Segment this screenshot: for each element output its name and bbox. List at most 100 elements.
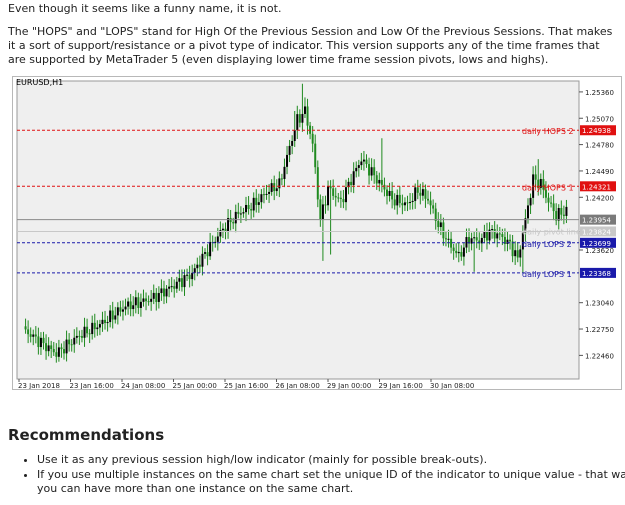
candle-body [63, 349, 66, 354]
candle [509, 234, 512, 250]
candle [332, 179, 335, 200]
y-tick-label: 1.25360 [585, 89, 614, 97]
candle [162, 280, 165, 305]
x-tick-label: 26 Jan 08:00 [276, 382, 320, 389]
candle [63, 341, 66, 360]
chart-canvas[interactable]: 1.25360 1.25070 1.24780 1.24490 1.24200 1.236… [13, 77, 621, 389]
candle-body [416, 187, 419, 193]
candle-body [114, 315, 117, 320]
candle-body [419, 192, 422, 196]
candle-body [511, 241, 514, 257]
candle-body [273, 183, 276, 192]
candle [437, 212, 440, 234]
candle [257, 193, 260, 213]
candle-body [409, 202, 412, 204]
candle-body [252, 197, 255, 211]
candle [129, 293, 132, 317]
candle-body [186, 274, 189, 276]
candle-body [470, 238, 473, 244]
candle-body [414, 187, 417, 201]
candle-body [332, 188, 335, 196]
candle [534, 165, 537, 188]
candle [134, 290, 137, 314]
candle-body [286, 154, 289, 167]
candle [560, 200, 563, 221]
candle-body [498, 233, 501, 235]
candle-body [547, 197, 550, 203]
candle-body [106, 322, 109, 324]
candle [344, 179, 347, 211]
candle-body [232, 222, 235, 224]
candle-body [155, 292, 158, 302]
candle-body [178, 278, 181, 282]
candle-body [529, 197, 532, 206]
price-badge: 1.23954 [580, 214, 616, 225]
candle-body [150, 298, 153, 302]
candle-body [455, 250, 458, 254]
x-tick-label: 24 Jan 08:00 [121, 382, 165, 389]
candle-body [439, 222, 442, 228]
recommendation-item: Use it as any previous session high/low … [37, 453, 625, 467]
candle [237, 202, 240, 219]
candle [429, 191, 432, 215]
candle [383, 177, 386, 197]
candle-body [109, 310, 112, 323]
candle [273, 175, 276, 201]
candle [168, 278, 171, 298]
candle-body [152, 292, 155, 299]
candle [224, 222, 227, 240]
candle [52, 341, 55, 356]
candle-body [406, 202, 409, 204]
level-label: daily HOPS 1 [522, 183, 574, 192]
candle-body [557, 208, 560, 221]
candle-body [198, 264, 201, 267]
candle-body [137, 297, 140, 308]
y-tick-label: 1.24490 [585, 168, 614, 176]
candle [183, 269, 186, 296]
candle-body [170, 286, 173, 288]
candle-body [98, 324, 101, 328]
candle [73, 329, 76, 353]
candle [280, 173, 283, 186]
candle-body [270, 183, 273, 192]
candle-body [201, 253, 204, 267]
candle [355, 161, 358, 178]
candle [191, 264, 194, 287]
candle-body [519, 249, 522, 258]
candle-body [434, 208, 437, 221]
candle [465, 228, 468, 254]
candle-body [319, 199, 322, 220]
candle [188, 265, 191, 288]
candle [239, 206, 242, 224]
price-badge-bg [580, 181, 616, 192]
candle-body [68, 339, 71, 345]
candle [260, 189, 263, 209]
candle [419, 183, 422, 205]
candle [150, 290, 153, 311]
candle [201, 246, 204, 276]
candle [250, 202, 253, 219]
candle [555, 203, 558, 226]
candle-body [127, 301, 130, 307]
candle [401, 194, 404, 215]
price-chart[interactable]: 1.25360 1.25070 1.24780 1.24490 1.24200 1.236… [12, 76, 622, 390]
candle [552, 194, 555, 221]
candle [198, 255, 201, 273]
candle [288, 139, 291, 163]
candle [175, 276, 178, 293]
candle-body [73, 337, 76, 345]
candle [524, 209, 527, 242]
candle-body [280, 178, 283, 180]
candle [55, 343, 58, 363]
candle [88, 329, 91, 344]
candle-body [460, 251, 463, 257]
candle-body [552, 203, 555, 212]
candle [47, 337, 50, 357]
candle [424, 184, 427, 208]
candle [245, 196, 248, 222]
candle-body [380, 179, 383, 185]
price-badge-text: 1.23368 [582, 270, 611, 278]
candle-body [444, 238, 447, 240]
candle [452, 243, 455, 260]
candle-body [142, 298, 145, 302]
